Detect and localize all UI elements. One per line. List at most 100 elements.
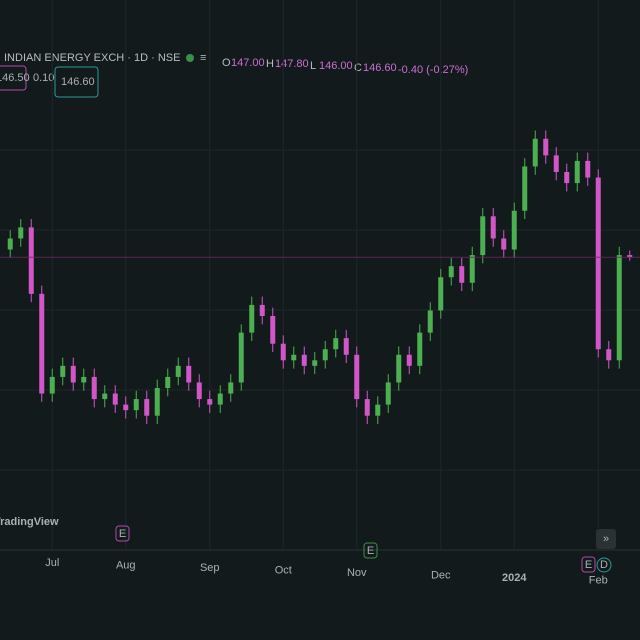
- candle-body: [396, 354, 402, 383]
- candle-body: [574, 160, 580, 184]
- candle-body: [91, 376, 97, 400]
- candle-body: [333, 338, 339, 350]
- candle-body: [480, 216, 486, 256]
- x-tick-label: Dec: [431, 569, 451, 581]
- candle-body: [175, 365, 181, 377]
- earnings-badge[interactable]: [115, 525, 130, 542]
- bid-box: [0, 65, 27, 91]
- candle-body: [238, 332, 244, 383]
- candle-body: [543, 138, 549, 156]
- candle-body: [469, 255, 475, 283]
- menu-icon: ≡: [200, 52, 206, 64]
- c-label: C: [354, 62, 362, 74]
- candle-body: [28, 227, 34, 294]
- plot: [0, 130, 640, 424]
- candle-body: [301, 354, 307, 366]
- candle-body: [511, 210, 517, 250]
- candle-body: [165, 376, 171, 388]
- candle-body: [564, 172, 570, 184]
- candle-body: [438, 277, 444, 311]
- candle-body: [459, 266, 465, 283]
- change: -0.40 (-0.27%): [398, 64, 468, 76]
- candle-body: [280, 343, 286, 361]
- candle-body: [144, 399, 150, 416]
- x-tick-label: Feb: [589, 574, 608, 586]
- x-tick-label: 2024: [502, 572, 527, 584]
- candle-body: [270, 316, 276, 344]
- candle-body: [228, 382, 234, 394]
- candle-body: [249, 304, 255, 333]
- candle-body: [39, 293, 45, 394]
- candle-body: [354, 354, 360, 400]
- candle-body: [627, 255, 633, 258]
- candle-body: [490, 216, 496, 239]
- candle-body: [7, 238, 13, 250]
- candle-body: [123, 404, 129, 411]
- candle-body: [207, 399, 213, 405]
- event-badges: E E E D: [115, 525, 612, 573]
- c-value: 146.60: [363, 62, 397, 74]
- scroll-icon: »: [603, 533, 609, 545]
- candle-body: [133, 399, 139, 411]
- scroll-button[interactable]: [596, 529, 616, 549]
- status-dot: [186, 54, 194, 62]
- candle-body: [606, 349, 612, 361]
- candle-body: [616, 255, 622, 361]
- candle-body: [112, 393, 118, 405]
- candle-body: [49, 376, 55, 394]
- l-value: 146.00: [319, 60, 353, 72]
- x-tick-label: Aug: [116, 559, 136, 571]
- earnings-text: E: [585, 559, 592, 571]
- x-tick-label: Oct: [275, 564, 292, 576]
- candle-body: [312, 360, 318, 366]
- candle-body: [553, 155, 559, 172]
- candle-body: [102, 393, 108, 400]
- earnings-text: E: [119, 528, 126, 540]
- h-label: H: [266, 58, 274, 70]
- dividend-text: D: [600, 559, 608, 571]
- spread: 0.10: [33, 72, 54, 84]
- candle-body: [343, 338, 349, 355]
- x-tick-label: Jul: [45, 557, 59, 569]
- candle-body: [375, 404, 381, 416]
- candle-body: [154, 388, 160, 416]
- x-axis: Jul Aug Sep Oct Nov Dec 2024 Feb: [45, 557, 608, 587]
- x-tick-label: Sep: [200, 562, 220, 574]
- price-boxes: 146.50 0.10 146.60: [0, 65, 99, 98]
- candle-body: [322, 349, 328, 361]
- x-tick-label: Nov: [347, 567, 367, 579]
- candle-body: [81, 376, 87, 383]
- candle-body: [70, 365, 76, 383]
- l-label: L: [310, 60, 316, 72]
- candle-body: [501, 238, 507, 250]
- candle-body: [385, 382, 391, 405]
- candle-body: [259, 304, 265, 316]
- h-value: 147.80: [275, 58, 309, 70]
- legend: INDIAN ENERGY EXCH · 1D · NSE ≡ O 147.00…: [4, 52, 468, 76]
- bid: 146.50: [0, 72, 30, 84]
- candle-body: [186, 365, 192, 383]
- candle-body: [595, 177, 601, 350]
- o-label: O: [222, 57, 231, 69]
- candle-body: [522, 166, 528, 211]
- candle-body: [585, 160, 591, 178]
- earnings-badge[interactable]: [363, 542, 378, 559]
- brand: TradingView: [0, 516, 59, 528]
- grid: [0, 0, 640, 550]
- o-value: 147.00: [231, 57, 265, 69]
- candle-body: [60, 365, 66, 377]
- candle-body: [406, 354, 412, 366]
- candle-body: [448, 266, 454, 278]
- earnings-text: E: [367, 545, 374, 557]
- candle-body: [532, 138, 538, 167]
- symbol: INDIAN ENERGY EXCH · 1D · NSE: [4, 52, 180, 64]
- candle-body: [417, 332, 423, 366]
- ask-box[interactable]: [54, 66, 99, 98]
- earnings-badge[interactable]: [581, 556, 596, 573]
- dividend-badge[interactable]: [596, 557, 612, 573]
- candle-body: [364, 399, 370, 416]
- ask: 146.60: [61, 76, 95, 88]
